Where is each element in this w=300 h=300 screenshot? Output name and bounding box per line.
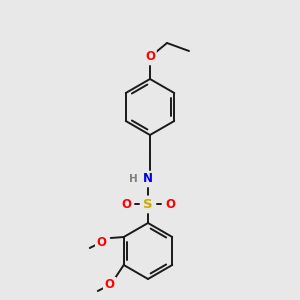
Text: N: N [143, 172, 153, 185]
Text: H: H [129, 174, 137, 184]
Text: O: O [165, 197, 175, 211]
Text: O: O [97, 236, 107, 248]
Text: O: O [145, 50, 155, 64]
Text: O: O [121, 197, 131, 211]
Text: S: S [143, 197, 153, 211]
Text: O: O [105, 278, 115, 292]
